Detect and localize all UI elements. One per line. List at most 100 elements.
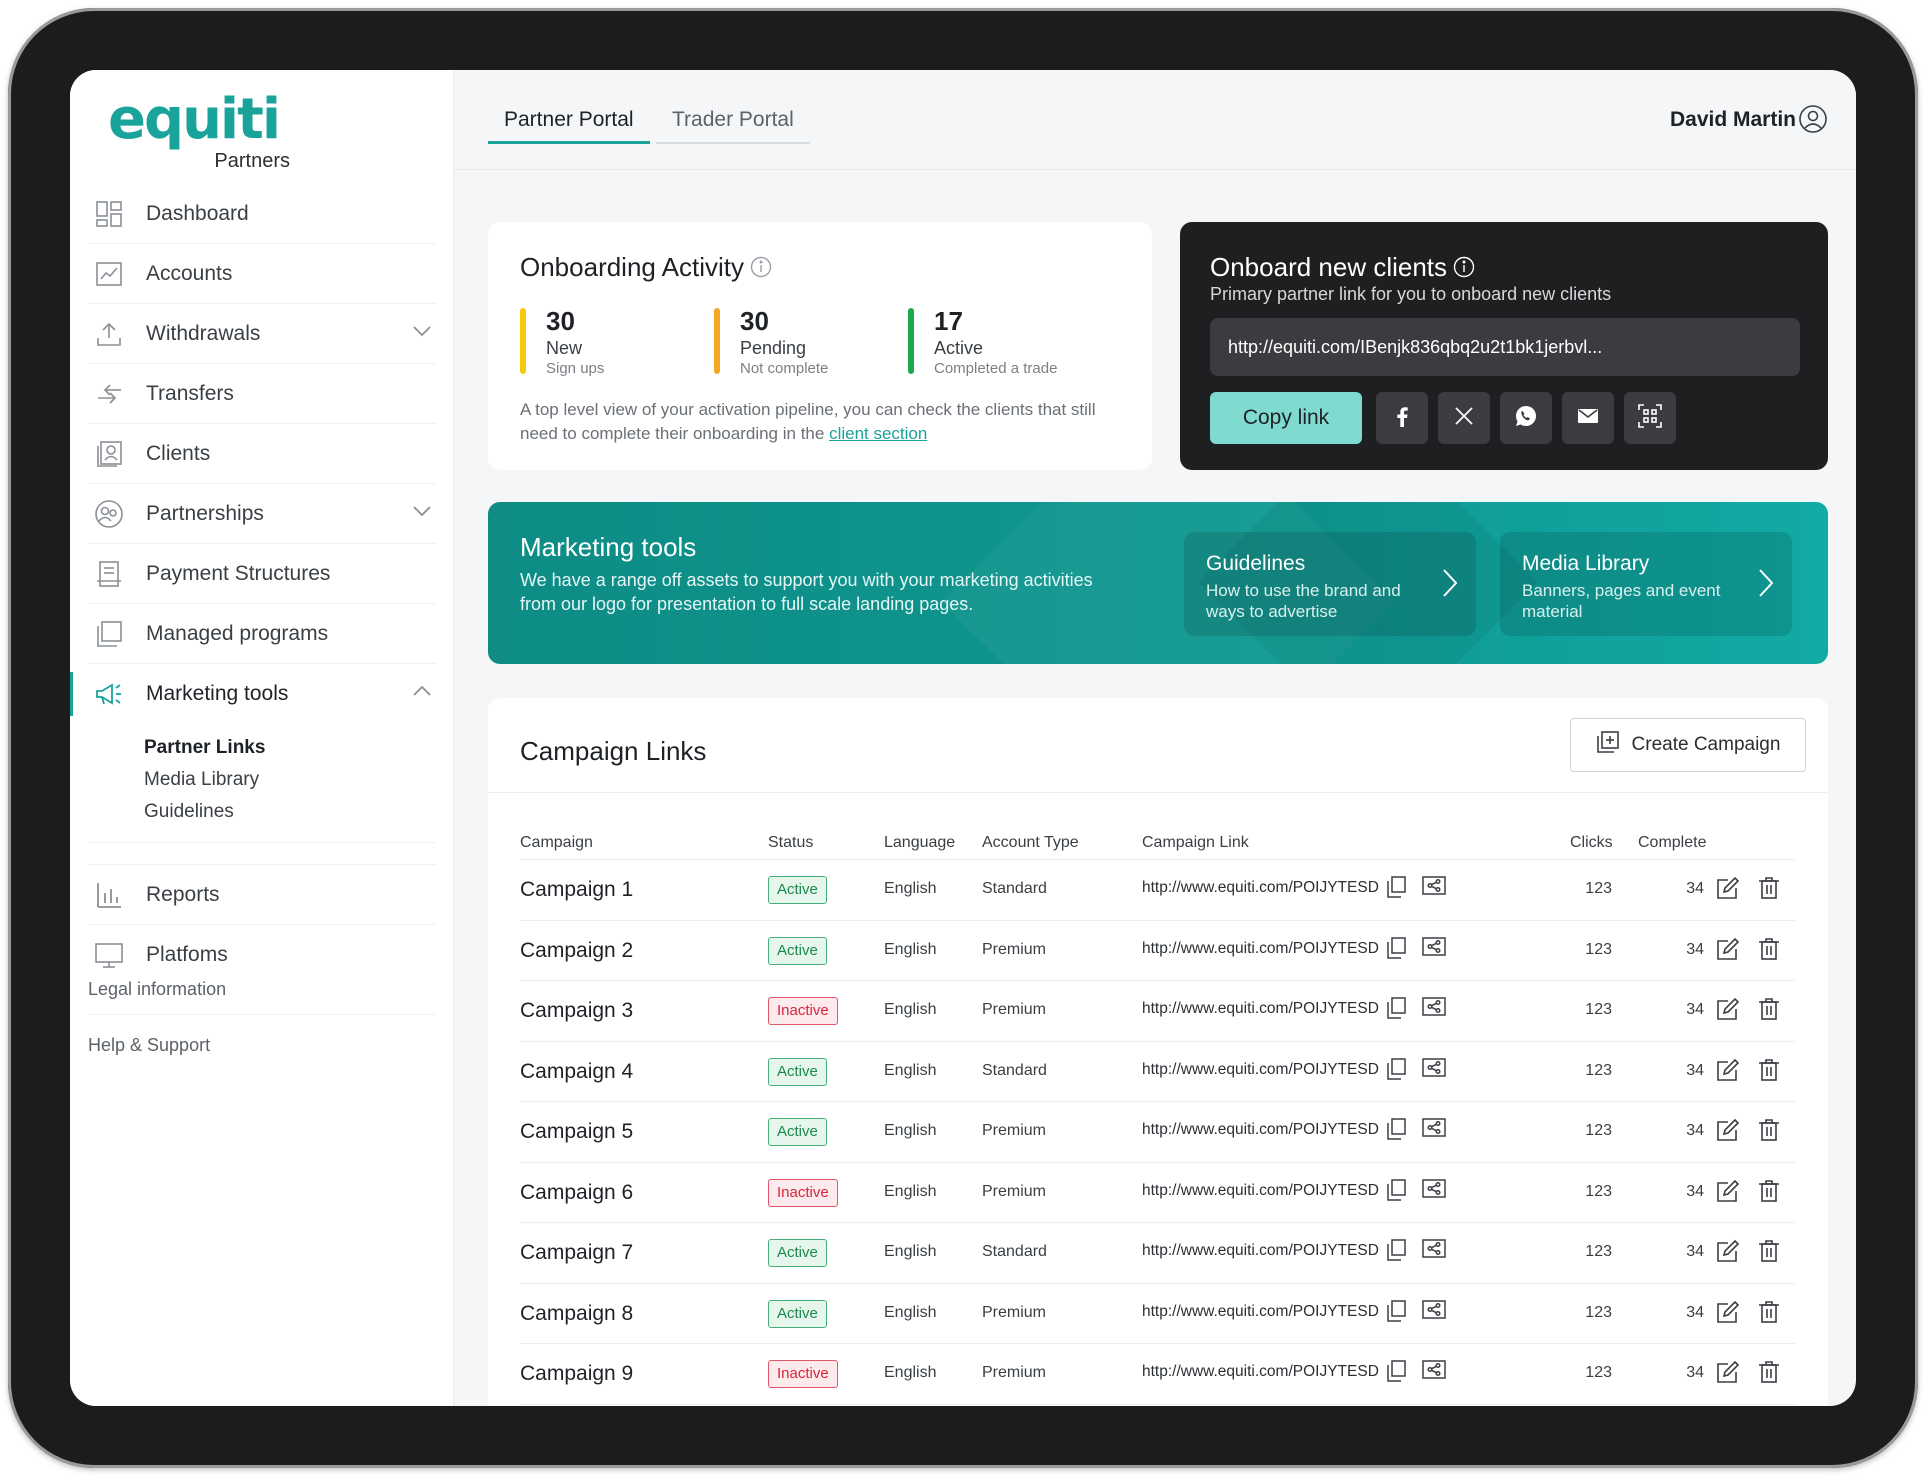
guidelines-tile[interactable]: Guidelines How to use the brand and ways…: [1184, 532, 1476, 636]
sidebar-item-withdrawals[interactable]: Withdrawals: [88, 304, 436, 364]
edit-icon[interactable]: [1716, 1360, 1740, 1389]
subnav-partner-links[interactable]: Partner Links: [144, 737, 266, 758]
campaign-name[interactable]: Campaign 8: [520, 1301, 634, 1325]
campaign-link[interactable]: http://www.equiti.com/POIJYTESD: [1142, 1181, 1379, 1199]
copy-icon[interactable]: [1386, 1057, 1406, 1085]
copy-icon[interactable]: [1386, 1360, 1406, 1387]
campaign-link[interactable]: http://www.equiti.com/POIJYTESD: [1142, 1121, 1379, 1138]
copy-icon[interactable]: [1386, 1239, 1406, 1266]
facebook-share-button[interactable]: [1376, 392, 1428, 444]
campaign-link[interactable]: http://www.equiti.com/POIJYTESD: [1142, 1060, 1379, 1078]
edit-icon[interactable]: [1716, 876, 1740, 905]
copy-icon[interactable]: [1386, 1118, 1406, 1145]
edit-icon[interactable]: [1716, 1058, 1740, 1087]
campaign-name[interactable]: Campaign 9: [520, 1362, 634, 1385]
campaign-name[interactable]: Campaign 7: [520, 1241, 634, 1264]
campaign-name[interactable]: Campaign 3: [520, 999, 634, 1022]
sidebar-item-platforms[interactable]: Platfoms: [88, 925, 436, 985]
sidebar-item-transfers[interactable]: Transfers: [88, 364, 436, 424]
share-icon[interactable]: [1422, 936, 1446, 962]
table-row[interactable]: Campaign 8 Active English Premium http://www…: [520, 1284, 1796, 1344]
edit-icon[interactable]: [1716, 1118, 1740, 1147]
media-library-tile[interactable]: Media Library Banners, pages and event m…: [1500, 532, 1792, 636]
campaign-link[interactable]: http://www.equiti.com/POIJYTESD: [1142, 1363, 1379, 1380]
campaign-link[interactable]: http://www.equiti.com/POIJYTESD: [1142, 939, 1379, 957]
sidebar-item-dashboard[interactable]: Dashboard: [88, 184, 436, 244]
client-section-link[interactable]: client section: [829, 424, 928, 443]
create-campaign-button[interactable]: Create Campaign: [1570, 718, 1806, 772]
campaign-link[interactable]: http://www.equiti.com/POIJYTESD: [1142, 879, 1379, 896]
x-share-button[interactable]: [1438, 392, 1490, 444]
brand-logo[interactable]: equiti Partners: [108, 90, 290, 173]
trash-icon[interactable]: [1758, 876, 1780, 905]
edit-icon[interactable]: [1716, 1179, 1740, 1208]
email-share-button[interactable]: [1562, 392, 1614, 444]
legal-information-link[interactable]: Legal information: [88, 979, 436, 1015]
table-row[interactable]: Campaign 7 Active English Standard http://ww…: [520, 1223, 1796, 1284]
trash-icon[interactable]: [1758, 937, 1780, 966]
info-icon[interactable]: [750, 254, 772, 285]
tab-trader-portal[interactable]: Trader Portal: [656, 100, 810, 144]
help-support-link[interactable]: Help & Support: [88, 1035, 211, 1055]
trash-icon[interactable]: [1758, 1360, 1780, 1389]
chevron-up-icon[interactable]: [412, 684, 432, 702]
trash-icon[interactable]: [1758, 1239, 1780, 1268]
copy-icon[interactable]: [1386, 876, 1406, 903]
trash-icon[interactable]: [1758, 997, 1780, 1026]
info-icon[interactable]: [1453, 254, 1475, 285]
copy-link-button[interactable]: Copy link: [1210, 392, 1362, 444]
column-header[interactable]: Clicks: [1570, 834, 1613, 851]
campaign-name[interactable]: Campaign 6: [520, 1180, 634, 1204]
whatsapp-share-button[interactable]: [1500, 392, 1552, 444]
column-header[interactable]: Campaign Link: [1142, 834, 1249, 851]
share-icon[interactable]: [1422, 1360, 1446, 1385]
column-header[interactable]: Account Type: [982, 834, 1079, 851]
sidebar-item-reports[interactable]: Reports: [88, 865, 436, 925]
trash-icon[interactable]: [1758, 1118, 1780, 1147]
campaign-link[interactable]: http://www.equiti.com/POIJYTESD: [1142, 1000, 1379, 1017]
partner-link-field[interactable]: http://equiti.com/IBenjk836qbq2u2t1bk1je…: [1210, 318, 1800, 376]
sidebar-item-clients[interactable]: Clients: [88, 424, 436, 484]
share-icon[interactable]: [1422, 876, 1446, 901]
share-icon[interactable]: [1422, 1299, 1446, 1325]
campaign-link[interactable]: http://www.equiti.com/POIJYTESD: [1142, 1302, 1379, 1320]
sidebar-item-accounts[interactable]: Accounts: [88, 244, 436, 304]
copy-icon[interactable]: [1386, 936, 1406, 964]
edit-icon[interactable]: [1716, 1239, 1740, 1268]
table-row[interactable]: Campaign 9 Inactive English Premium http://w…: [520, 1344, 1796, 1405]
sidebar-item-marketing-tools[interactable]: Marketing tools: [70, 664, 436, 724]
sidebar-item-managed-programs[interactable]: Managed programs: [88, 604, 436, 664]
campaign-link[interactable]: http://www.equiti.com/POIJYTESD: [1142, 1242, 1379, 1259]
table-row[interactable]: Campaign 1 Active English Standard http://ww…: [520, 860, 1796, 921]
share-icon[interactable]: [1422, 1178, 1446, 1204]
edit-icon[interactable]: [1716, 997, 1740, 1026]
subnav-guidelines[interactable]: Guidelines: [144, 801, 234, 822]
subnav-media-library[interactable]: Media Library: [144, 769, 260, 790]
column-header[interactable]: Complete: [1638, 834, 1707, 851]
table-row[interactable]: Campaign 3 Inactive English Premium http://w…: [520, 981, 1796, 1042]
share-icon[interactable]: [1422, 1118, 1446, 1143]
edit-icon[interactable]: [1716, 937, 1740, 966]
copy-icon[interactable]: [1386, 997, 1406, 1024]
sidebar-item-payment-structures[interactable]: Payment Structures: [88, 544, 436, 604]
column-header[interactable]: Campaign: [520, 834, 593, 851]
campaign-name[interactable]: Campaign 4: [520, 1059, 634, 1083]
table-row[interactable]: Campaign 2 Active English Premium http://www…: [520, 921, 1796, 981]
table-row[interactable]: Campaign 6 Inactive English Premium http://w…: [520, 1163, 1796, 1223]
trash-icon[interactable]: [1758, 1179, 1780, 1208]
campaign-name[interactable]: Campaign 5: [520, 1120, 634, 1143]
share-icon[interactable]: [1422, 1057, 1446, 1083]
share-icon[interactable]: [1422, 1239, 1446, 1264]
share-icon[interactable]: [1422, 997, 1446, 1022]
column-header[interactable]: Language: [884, 834, 956, 851]
edit-icon[interactable]: [1716, 1300, 1740, 1329]
user-avatar-icon[interactable]: [1798, 104, 1828, 134]
tab-partner-portal[interactable]: Partner Portal: [488, 100, 650, 144]
chevron-down-icon[interactable]: [412, 504, 432, 522]
table-row[interactable]: Campaign 4 Active English Standard http://ww…: [520, 1042, 1796, 1102]
user-name[interactable]: David Martin: [1669, 108, 1796, 131]
copy-icon[interactable]: [1386, 1178, 1406, 1206]
sidebar-item-partnerships[interactable]: Partnerships: [88, 484, 436, 544]
table-row[interactable]: Campaign 5 Active English Premium http://www…: [520, 1102, 1796, 1163]
copy-icon[interactable]: [1386, 1299, 1406, 1327]
